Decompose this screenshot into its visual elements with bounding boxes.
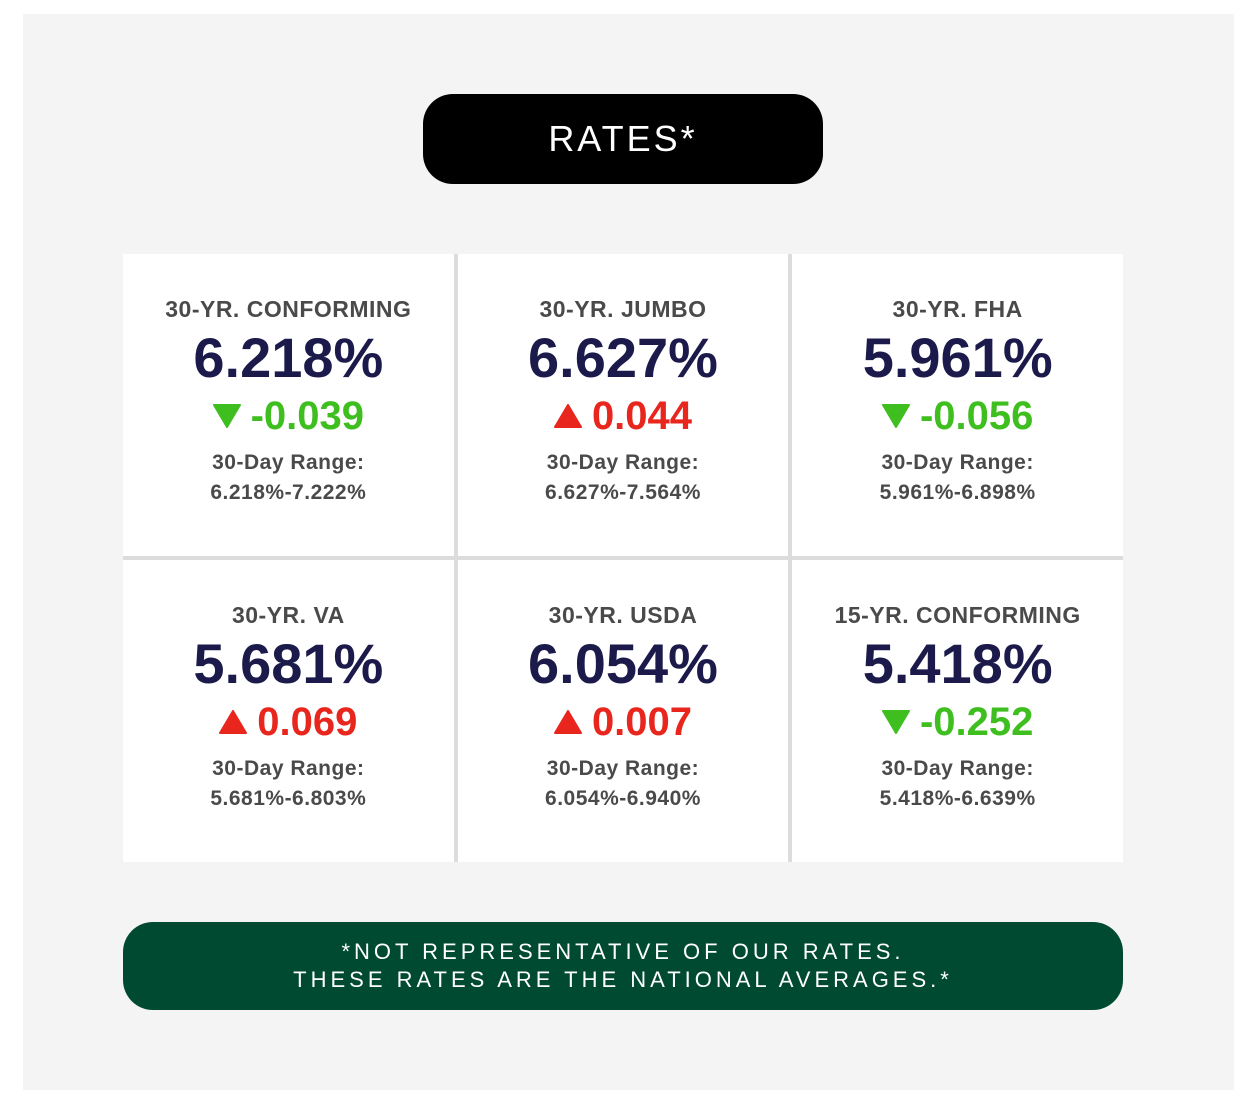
- range-label: 30-Day Range:: [212, 451, 365, 474]
- rate-change-value: 0.069: [257, 700, 358, 744]
- rate-change: -0.039: [212, 390, 365, 442]
- rate-card-title: 30-YR. FHA: [892, 296, 1023, 322]
- rate-change-value: 0.007: [591, 700, 693, 744]
- disclaimer-line-1: *NOT REPRESENTATIVE OF OUR RATES.: [341, 939, 905, 964]
- rate-value: 5.961%: [862, 326, 1053, 389]
- triangle-up-icon: [553, 710, 582, 734]
- rate-card-title: 30-YR. VA: [231, 602, 345, 628]
- rate-change: 0.044: [553, 390, 693, 442]
- rate-card: 30-YR. VA 5.681% 0.069 30-Day Range: 5.6…: [123, 560, 454, 862]
- rate-card: 15-YR. CONFORMING 5.418% -0.252 30-Day R…: [792, 560, 1123, 862]
- rate-card-title: 30-YR. CONFORMING: [165, 296, 412, 322]
- range-value: 5.681%-6.803%: [210, 787, 367, 810]
- range-label: 30-Day Range:: [546, 451, 700, 474]
- triangle-down-icon: [212, 404, 241, 428]
- disclaimer-line-2: THESE RATES ARE THE NATIONAL AVERAGES.*: [293, 967, 953, 992]
- rate-change: 0.007: [553, 696, 693, 748]
- rate-value: 6.054%: [528, 632, 718, 695]
- rate-change: 0.069: [219, 696, 357, 748]
- triangle-up-icon: [553, 404, 582, 428]
- triangle-down-icon: [881, 710, 910, 734]
- range-value: 6.218%-7.222%: [210, 481, 367, 504]
- triangle-down-icon: [881, 404, 910, 428]
- rate-value: 5.681%: [193, 632, 384, 695]
- rate-change-value: -0.252: [919, 700, 1034, 744]
- rate-change-value: -0.056: [919, 394, 1034, 438]
- range-value: 5.418%-6.639%: [879, 787, 1036, 810]
- rate-card: 30-YR. USDA 6.054% 0.007 30-Day Range: 6…: [457, 560, 789, 862]
- range-value: 5.961%-6.898%: [879, 481, 1036, 504]
- rate-change: -0.056: [881, 390, 1034, 442]
- rate-value: 6.218%: [193, 326, 384, 389]
- rate-card-title: 15-YR. CONFORMING: [834, 602, 1081, 628]
- rates-grid: 30-YR. CONFORMING 6.218% -0.039 30-Day R…: [123, 254, 1123, 862]
- rate-value: 6.627%: [528, 326, 718, 389]
- triangle-up-icon: [219, 710, 248, 734]
- rates-panel: RATES* 30-YR. CONFORMING 6.218% -0.039 3…: [23, 14, 1234, 1090]
- rate-change: -0.252: [881, 696, 1034, 748]
- rate-card: 30-YR. JUMBO 6.627% 0.044 30-Day Range: …: [457, 254, 789, 556]
- rate-card-title: 30-YR. USDA: [548, 602, 698, 628]
- range-label: 30-Day Range:: [881, 757, 1034, 780]
- range-label: 30-Day Range:: [546, 757, 700, 780]
- disclaimer-banner: *NOT REPRESENTATIVE OF OUR RATES. THESE …: [123, 922, 1123, 1010]
- rate-card-title: 30-YR. JUMBO: [539, 296, 707, 322]
- rate-card: 30-YR. FHA 5.961% -0.056 30-Day Range: 5…: [792, 254, 1123, 556]
- rate-value: 5.418%: [862, 632, 1053, 695]
- range-value: 6.627%-7.564%: [545, 481, 701, 504]
- range-label: 30-Day Range:: [212, 757, 365, 780]
- rate-card: 30-YR. CONFORMING 6.218% -0.039 30-Day R…: [123, 254, 454, 556]
- range-label: 30-Day Range:: [881, 451, 1034, 474]
- rate-change-value: 0.044: [591, 394, 693, 438]
- rates-title: RATES*: [423, 94, 823, 184]
- range-value: 6.054%-6.940%: [545, 787, 701, 810]
- rate-change-value: -0.039: [250, 394, 365, 438]
